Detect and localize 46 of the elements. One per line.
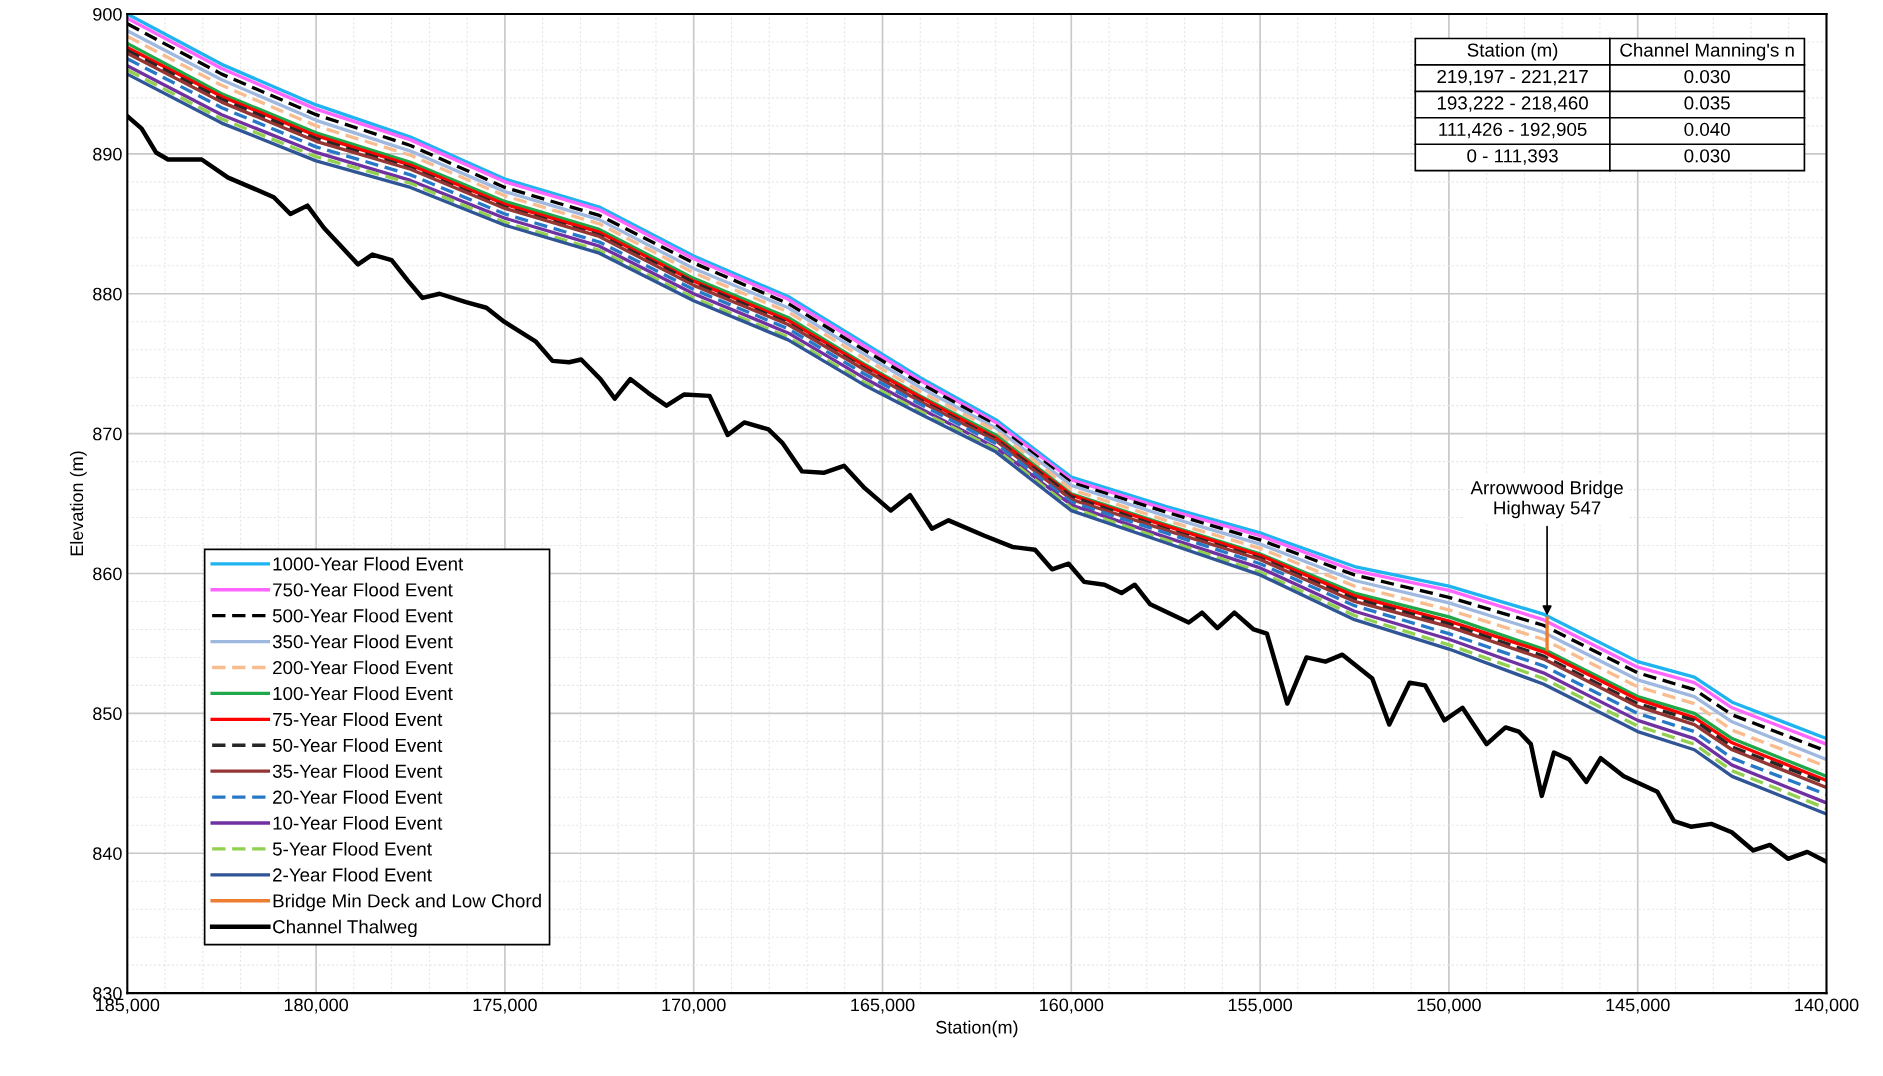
legend-label: Channel Thalweg [273, 919, 417, 938]
annotation: 0.030 [1684, 69, 1730, 84]
legend-label: Bridge Min Deck and Low Chord [273, 893, 541, 912]
x-tick-label: 180,000 [284, 998, 349, 1014]
y-tick-label: 850 [93, 707, 122, 721]
legend-label: 500-Year Flood Event [272, 608, 453, 623]
legend-label: 750-Year Flood Event [273, 582, 453, 597]
legend-label: 75-Year Flood Event [273, 712, 443, 727]
annotation: Channel Manning's n [1620, 42, 1794, 61]
annotation: 0.030 [1684, 149, 1730, 163]
annotation: 219,197 - 221,217 [1437, 69, 1588, 86]
y-tick-label: 890 [93, 147, 122, 161]
y-tick-label: 880 [93, 287, 122, 301]
annotation: 111,426 - 192,905 [1439, 122, 1587, 139]
legend-label: 100-Year Flood Event [273, 686, 453, 701]
legend-label: 20-Year Flood Event [273, 790, 443, 804]
x-tick-label: 175,000 [473, 998, 537, 1014]
annotation: 0.035 [1684, 96, 1730, 110]
annotation: 0 - 111,393 [1467, 149, 1558, 165]
x-tick-label: 185,000 [96, 998, 160, 1014]
annotation: Station (m) [1467, 42, 1558, 61]
y-tick-label: 860 [93, 567, 122, 581]
annotation: 193,222 - 218,460 [1437, 96, 1588, 112]
y-tick-label: 830 [93, 987, 122, 1000]
y-tick-label: 840 [93, 847, 122, 860]
y-tick-label: 870 [93, 427, 122, 441]
y-tick-label: 900 [93, 7, 122, 21]
x-tick-label: 165,000 [851, 998, 915, 1014]
x-tick-label: 140,000 [1795, 998, 1859, 1014]
x-axis-title: Station(m) [936, 1020, 1018, 1038]
x-tick-label: 160,000 [1040, 998, 1104, 1014]
x-tick-label: 170,000 [662, 998, 726, 1014]
legend-label: 5-Year Flood Event [272, 841, 432, 856]
y-axis-title: Elevation (m) [69, 451, 87, 556]
legend-label: 200-Year Flood Event [273, 660, 453, 675]
legend-label: 350-Year Flood Event [272, 634, 453, 649]
legend-label: 2-Year Flood Event [273, 867, 432, 882]
legend-label: 50-Year Flood Event [272, 738, 443, 752]
legend-label: 35-Year Flood Event [272, 764, 443, 778]
annotation: 0.040 [1684, 122, 1730, 137]
x-tick-label: 145,000 [1606, 998, 1670, 1014]
annotation: Arrowwood Bridge Highway 547 [1470, 480, 1623, 519]
x-tick-label: 155,000 [1228, 998, 1293, 1014]
x-tick-label: 150,000 [1417, 998, 1481, 1014]
legend-label: 10-Year Flood Event [273, 815, 443, 830]
legend-label: 1000-Year Flood Event [273, 556, 464, 571]
